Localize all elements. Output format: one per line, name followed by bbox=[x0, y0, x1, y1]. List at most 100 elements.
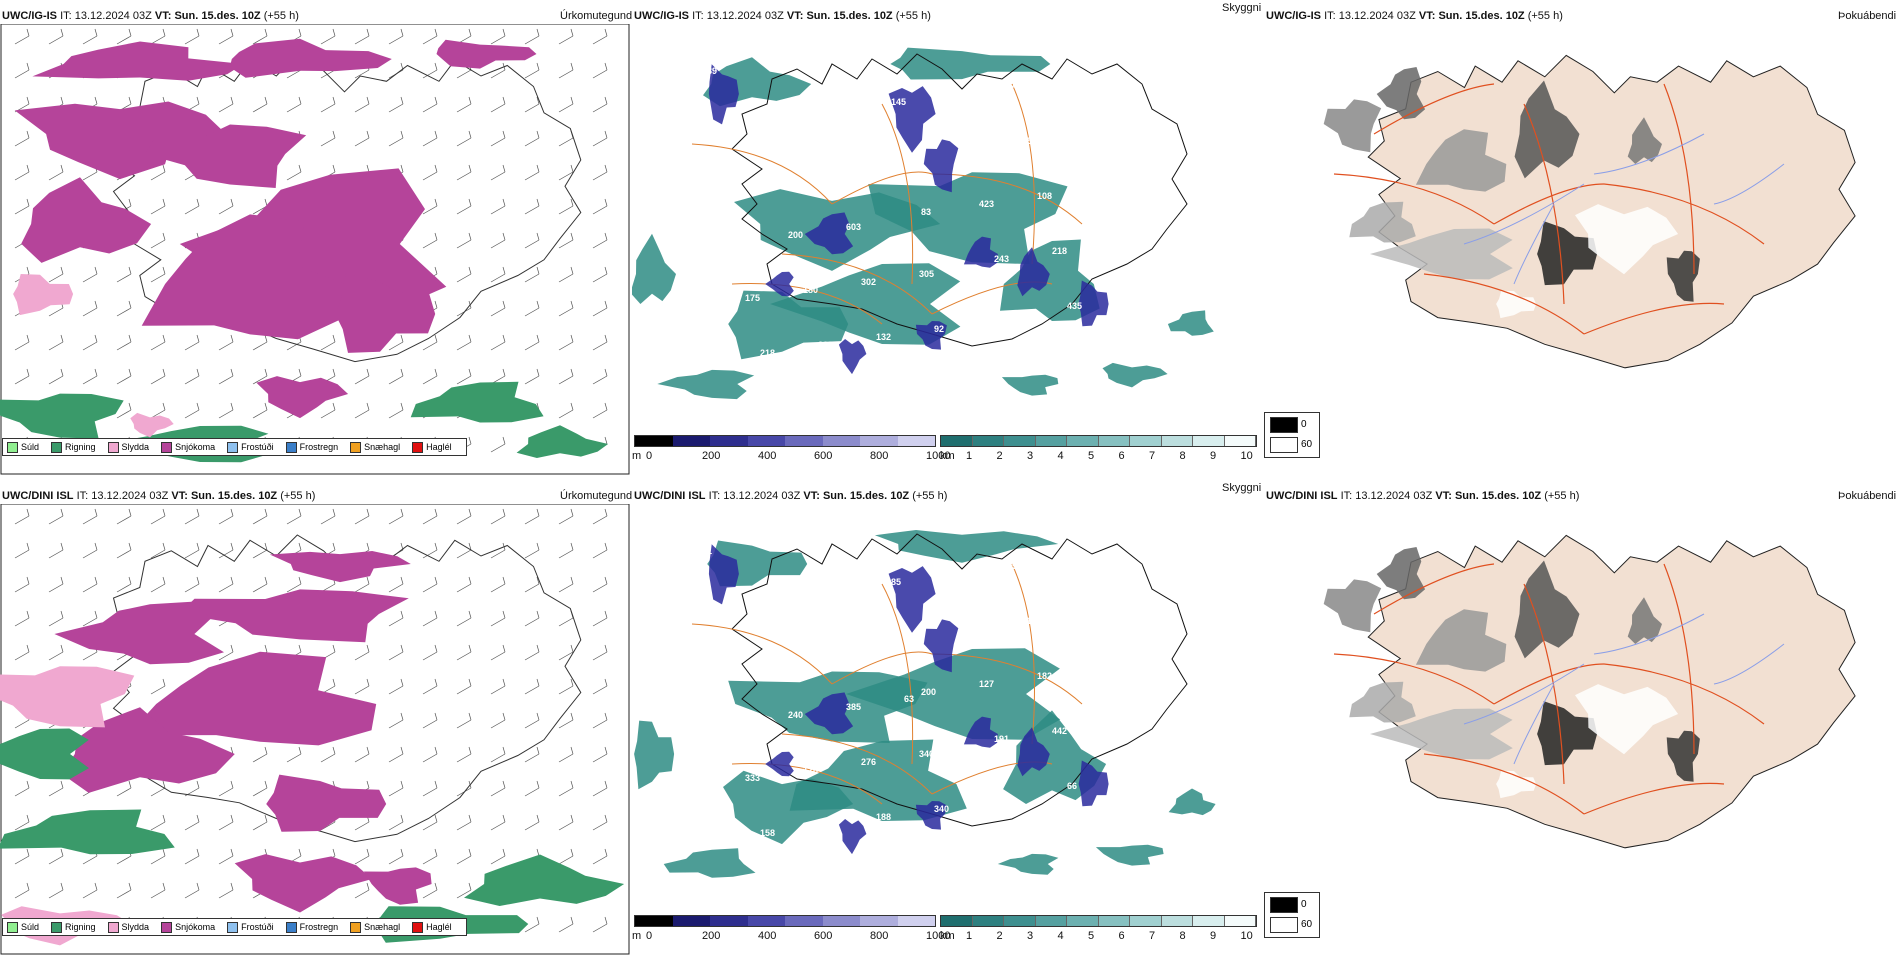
wind-barb bbox=[422, 542, 438, 559]
legend-label: Súld bbox=[21, 922, 40, 932]
cloudbase-label: 274 bbox=[730, 238, 745, 248]
wind-barb bbox=[422, 780, 438, 797]
wind-barb bbox=[422, 164, 438, 181]
fog-key-high-swatch bbox=[1270, 437, 1298, 453]
init-time: 13.12.2024 03Z bbox=[723, 490, 801, 502]
fog-map[interactable] bbox=[1264, 504, 1894, 924]
fog-area bbox=[1627, 117, 1662, 164]
cloudbase-label: 191 bbox=[994, 734, 1009, 744]
wind-barb bbox=[354, 882, 370, 899]
wind-barb bbox=[558, 780, 574, 797]
road bbox=[691, 623, 833, 685]
wind-barb bbox=[14, 62, 30, 79]
wind-barb bbox=[116, 266, 132, 283]
wind-barb bbox=[524, 266, 540, 283]
wind-barb bbox=[592, 678, 608, 695]
cloudbase-label: 218 bbox=[1052, 246, 1067, 256]
legend-label: Frostregn bbox=[299, 442, 339, 452]
model-name: UWC/IG-IS bbox=[634, 10, 689, 22]
wind-barb bbox=[218, 780, 234, 797]
cloudbase-area bbox=[708, 544, 739, 605]
cloud-map[interactable]: 389 790 248 83 243 435 218 562 653 423 218 175 209 14… bbox=[632, 24, 1262, 444]
cloud-map[interactable]: 91 193 173 200 191 66 158 340 139 127 442 333 456 85 1… bbox=[632, 504, 1262, 924]
wind-barb bbox=[252, 814, 268, 831]
cloudbase-label: 180 bbox=[803, 285, 818, 295]
colorbar-segment bbox=[1067, 916, 1099, 926]
legend-swatch bbox=[285, 921, 297, 933]
wind-barb bbox=[218, 542, 234, 559]
wind-barb bbox=[456, 198, 472, 215]
wind-barb bbox=[14, 542, 30, 559]
wind-barb bbox=[14, 130, 30, 147]
wind-barb bbox=[524, 712, 540, 729]
visibility-colorbar bbox=[940, 915, 1257, 927]
wind-barb bbox=[456, 882, 472, 899]
wind-barb bbox=[388, 334, 404, 351]
precip-area bbox=[436, 39, 537, 69]
cloudbase-area bbox=[888, 86, 936, 153]
wind-barb bbox=[184, 334, 200, 351]
wind-barb bbox=[456, 232, 472, 249]
wind-barb bbox=[558, 508, 574, 525]
road bbox=[781, 733, 933, 795]
wind-barb bbox=[592, 334, 608, 351]
legend-swatch bbox=[350, 441, 362, 453]
fog-area bbox=[1666, 250, 1700, 302]
wind-barb bbox=[388, 508, 404, 525]
precip-legend-item: Rigning bbox=[51, 921, 96, 933]
wind-barb bbox=[48, 508, 64, 525]
cloudbase-label: 128 bbox=[1080, 608, 1095, 618]
fog-map[interactable] bbox=[1264, 24, 1894, 444]
precip-legend-item: Snæhagl bbox=[350, 441, 400, 453]
precip-area bbox=[21, 177, 152, 263]
wind-barb bbox=[150, 678, 166, 695]
road bbox=[1333, 173, 1495, 225]
wind-barb bbox=[320, 28, 336, 45]
road bbox=[1011, 563, 1035, 745]
wind-barb bbox=[524, 232, 540, 249]
precip-area bbox=[410, 381, 544, 423]
road bbox=[931, 653, 1083, 705]
valid-time: Sun. 15.des. 10Z bbox=[1438, 10, 1525, 22]
visibility-tick: 7 bbox=[1149, 930, 1156, 942]
wind-barb bbox=[320, 130, 336, 147]
wind-barb bbox=[218, 576, 234, 593]
colorbar-segment bbox=[1130, 436, 1162, 446]
cloudbase-label: 456 bbox=[818, 820, 833, 830]
wind-barb bbox=[14, 164, 30, 181]
wind-barb bbox=[48, 164, 64, 181]
lead-time: (+55 h) bbox=[280, 490, 316, 502]
wind-barb bbox=[422, 334, 438, 351]
visibility-unit: km bbox=[940, 930, 955, 942]
road bbox=[1663, 83, 1695, 275]
visibility-tick: 2 bbox=[996, 930, 1003, 942]
wind-barb bbox=[422, 848, 438, 865]
wind-barb bbox=[354, 28, 370, 45]
wind-barb bbox=[422, 508, 438, 525]
wind-barb bbox=[48, 368, 64, 385]
wind-barb bbox=[116, 882, 132, 899]
cloudbase-tick: 800 bbox=[870, 930, 889, 942]
precip-map[interactable] bbox=[0, 504, 630, 969]
lead-time: (+55 h) bbox=[1527, 10, 1563, 22]
precip-map[interactable] bbox=[0, 24, 630, 489]
cloudbase-unit: m bbox=[632, 450, 642, 462]
colorbar-segment bbox=[1004, 436, 1036, 446]
lead-time: (+55 h) bbox=[912, 490, 948, 502]
precip-legend-item: Haglél bbox=[412, 921, 452, 933]
wind-barb bbox=[524, 678, 540, 695]
visibility-tick: 9 bbox=[1210, 450, 1217, 462]
cloudbase-label: 85 bbox=[891, 577, 901, 587]
wind-barb bbox=[218, 28, 234, 45]
colorbar-segment bbox=[710, 916, 748, 926]
cloudbase-label: 302 bbox=[861, 277, 876, 287]
road bbox=[1423, 273, 1585, 335]
init-time: 13.12.2024 03Z bbox=[1355, 490, 1433, 502]
wind-barb bbox=[456, 96, 472, 113]
colorbar-segment bbox=[1035, 916, 1067, 926]
wind-barb bbox=[14, 198, 30, 215]
colorbar-segment bbox=[1224, 916, 1256, 926]
wind-barb bbox=[218, 334, 234, 351]
precip-legend-item: Snæhagl bbox=[350, 921, 400, 933]
wind-barb bbox=[388, 814, 404, 831]
